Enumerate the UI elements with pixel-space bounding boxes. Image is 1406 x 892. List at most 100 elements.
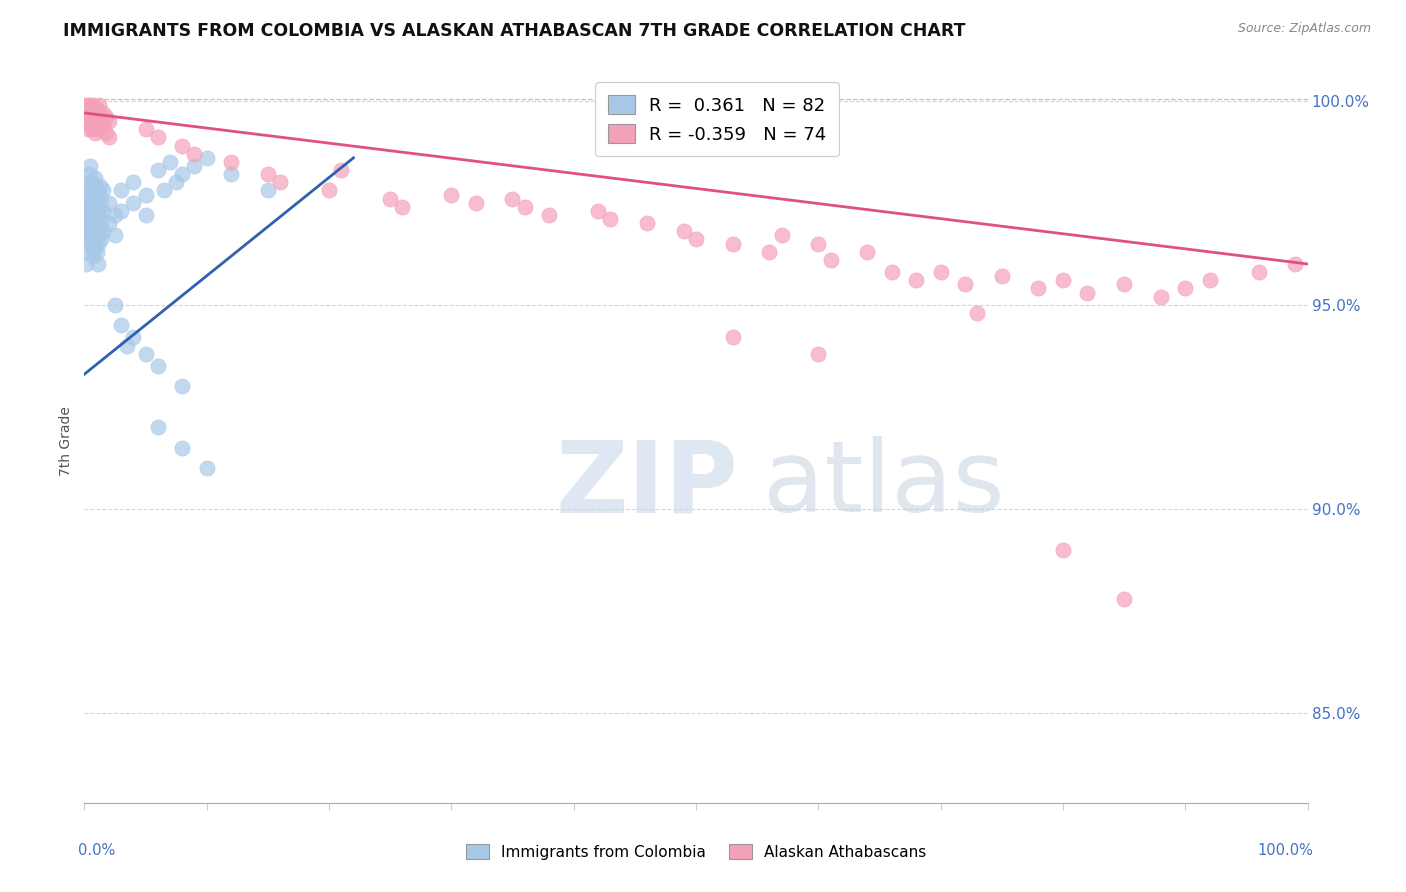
Point	[76, 184, 98, 198]
Point	[146, 130, 169, 145]
Point	[257, 167, 280, 181]
Point	[104, 228, 127, 243]
Point	[79, 203, 101, 218]
Point	[91, 224, 114, 238]
Point	[1174, 281, 1197, 295]
Point	[76, 114, 98, 128]
Text: IMMIGRANTS FROM COLOMBIA VS ALASKAN ATHABASCAN 7TH GRADE CORRELATION CHART: IMMIGRANTS FROM COLOMBIA VS ALASKAN ATHA…	[63, 22, 966, 40]
Point	[86, 184, 108, 198]
Point	[87, 106, 110, 120]
Point	[82, 228, 104, 243]
Point	[86, 224, 108, 238]
Point	[330, 163, 353, 178]
Point	[172, 167, 194, 181]
Point	[87, 195, 110, 210]
Point	[1198, 273, 1220, 287]
Point	[84, 126, 107, 140]
Point	[146, 420, 169, 434]
Point	[966, 306, 988, 320]
Text: Source: ZipAtlas.com: Source: ZipAtlas.com	[1237, 22, 1371, 36]
Point	[79, 118, 101, 132]
Point	[172, 441, 194, 455]
Point	[77, 228, 100, 243]
Point	[807, 236, 830, 251]
Point	[76, 102, 98, 116]
Point	[77, 220, 100, 235]
Text: 0.0%: 0.0%	[79, 843, 115, 857]
Point	[183, 159, 205, 173]
Point	[84, 232, 107, 246]
Point	[84, 192, 107, 206]
Point	[172, 379, 194, 393]
Point	[82, 249, 104, 263]
Point	[758, 244, 780, 259]
Point	[115, 338, 138, 352]
Point	[77, 200, 100, 214]
Point	[89, 200, 111, 214]
Text: atlas: atlas	[763, 436, 1005, 533]
Point	[80, 195, 103, 210]
Point	[83, 102, 105, 116]
Point	[440, 187, 463, 202]
Point	[75, 195, 97, 210]
Point	[82, 187, 104, 202]
Point	[953, 277, 976, 292]
Point	[195, 151, 218, 165]
Point	[87, 97, 110, 112]
Point	[80, 216, 103, 230]
Point	[77, 192, 100, 206]
Point	[97, 195, 120, 210]
Point	[135, 347, 157, 361]
Point	[135, 208, 157, 222]
Point	[80, 106, 103, 120]
Point	[1247, 265, 1270, 279]
Point	[146, 163, 169, 178]
Point	[219, 167, 242, 181]
Point	[75, 257, 97, 271]
Point	[513, 200, 536, 214]
Point	[91, 106, 114, 120]
Point	[1028, 281, 1050, 295]
Point	[79, 184, 101, 198]
Point	[75, 236, 97, 251]
Point	[83, 241, 105, 255]
Point	[79, 102, 101, 116]
Point	[76, 224, 98, 238]
Point	[77, 175, 100, 189]
Point	[318, 184, 340, 198]
Point	[110, 318, 132, 333]
Point	[257, 184, 280, 198]
Point	[636, 216, 658, 230]
Point	[86, 203, 108, 218]
Point	[82, 97, 104, 112]
Point	[502, 192, 524, 206]
Point	[91, 118, 114, 132]
Point	[135, 122, 157, 136]
Point	[83, 118, 105, 132]
Point	[146, 359, 169, 373]
Point	[77, 212, 100, 227]
Point	[91, 203, 114, 218]
Point	[807, 347, 830, 361]
Point	[87, 257, 110, 271]
Point	[110, 203, 132, 218]
Point	[820, 252, 842, 267]
Point	[159, 155, 181, 169]
Point	[672, 224, 695, 238]
Point	[75, 216, 97, 230]
Point	[929, 265, 952, 279]
Point	[80, 236, 103, 251]
Point	[75, 97, 97, 112]
Point	[721, 330, 744, 344]
Point	[153, 184, 176, 198]
Point	[79, 159, 101, 173]
Point	[90, 232, 112, 246]
Point	[86, 114, 108, 128]
Point	[97, 216, 120, 230]
Point	[1150, 290, 1173, 304]
Point	[90, 192, 112, 206]
Point	[77, 122, 100, 136]
Point	[135, 187, 157, 202]
Text: ZIP: ZIP	[555, 436, 738, 533]
Point	[80, 122, 103, 136]
